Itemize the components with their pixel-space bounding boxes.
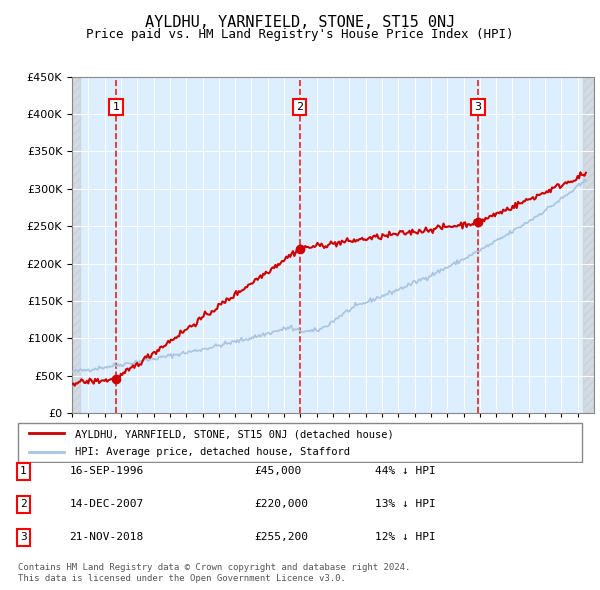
Text: 3: 3 (20, 532, 27, 542)
Text: 13% ↓ HPI: 13% ↓ HPI (375, 499, 436, 509)
Text: £45,000: £45,000 (254, 466, 301, 476)
Text: 14-DEC-2007: 14-DEC-2007 (70, 499, 144, 509)
Text: 44% ↓ HPI: 44% ↓ HPI (375, 466, 436, 476)
Text: 2: 2 (296, 102, 303, 112)
FancyBboxPatch shape (18, 422, 582, 463)
Text: 1: 1 (20, 466, 27, 476)
Text: 2: 2 (20, 499, 27, 509)
Text: 1: 1 (113, 102, 120, 112)
Text: Contains HM Land Registry data © Crown copyright and database right 2024.
This d: Contains HM Land Registry data © Crown c… (18, 563, 410, 583)
Text: 3: 3 (475, 102, 482, 112)
Text: 21-NOV-2018: 21-NOV-2018 (70, 532, 144, 542)
Text: AYLDHU, YARNFIELD, STONE, ST15 0NJ: AYLDHU, YARNFIELD, STONE, ST15 0NJ (145, 15, 455, 30)
Bar (72, 77, 80, 413)
Bar (583, 77, 594, 413)
Text: 12% ↓ HPI: 12% ↓ HPI (375, 532, 436, 542)
Text: Price paid vs. HM Land Registry's House Price Index (HPI): Price paid vs. HM Land Registry's House … (86, 28, 514, 41)
Text: HPI: Average price, detached house, Stafford: HPI: Average price, detached house, Staf… (76, 447, 350, 457)
Text: AYLDHU, YARNFIELD, STONE, ST15 0NJ (detached house): AYLDHU, YARNFIELD, STONE, ST15 0NJ (deta… (76, 430, 394, 439)
Text: £220,000: £220,000 (254, 499, 308, 509)
Text: £255,200: £255,200 (254, 532, 308, 542)
Text: 16-SEP-1996: 16-SEP-1996 (70, 466, 144, 476)
